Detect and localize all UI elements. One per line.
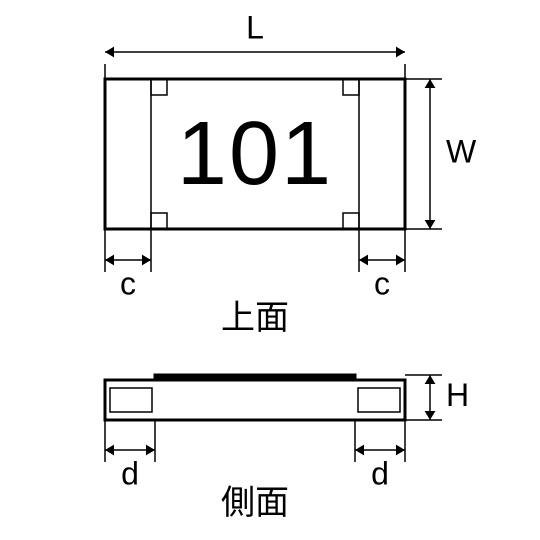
side-outer-rect xyxy=(105,380,405,420)
dim-W: W xyxy=(405,79,477,229)
side-view-caption: 側面 xyxy=(221,475,289,524)
side-top-layer xyxy=(155,375,355,380)
dim-label-d: d xyxy=(121,455,139,491)
top-view: 101 L Wc c 上面 xyxy=(105,9,477,339)
dim-label-L: L xyxy=(246,9,264,45)
side-view: Hd d 側面 xyxy=(105,375,469,524)
dim-label-W: W xyxy=(446,133,477,169)
dim-c-right: c xyxy=(359,229,405,301)
dim-c-left: c xyxy=(105,229,151,301)
dim-label-H: H xyxy=(446,377,469,413)
dim-label-d: d xyxy=(371,455,389,491)
dim-d-left: d xyxy=(105,420,155,491)
part-label: 101 xyxy=(177,104,333,204)
dim-d-right: d xyxy=(355,420,405,491)
dim-label-c: c xyxy=(120,265,136,301)
dim-H: H xyxy=(405,375,469,420)
dim-label-c: c xyxy=(374,265,390,301)
top-view-caption: 上面 xyxy=(221,290,289,339)
dim-L: L xyxy=(105,9,405,79)
